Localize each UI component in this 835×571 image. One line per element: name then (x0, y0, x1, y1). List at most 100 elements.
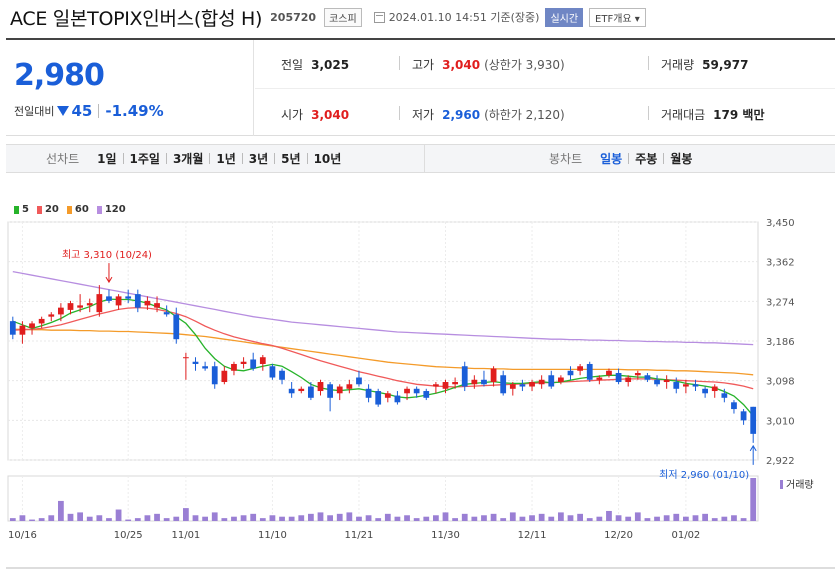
tab-3month[interactable]: 3개월 (172, 152, 204, 166)
volume-bar (625, 516, 632, 521)
candle-body (9, 321, 16, 335)
tab-1week[interactable]: 1주일 (129, 152, 160, 166)
volume-bar (384, 513, 391, 521)
tab-1year[interactable]: 1년 (216, 152, 236, 166)
volume-bar (634, 512, 641, 521)
volume-bar (558, 512, 564, 521)
volume-bar (125, 519, 132, 521)
candle-body (336, 386, 343, 394)
lower-limit: (하한가 2,120) (484, 108, 565, 122)
candle-body (38, 318, 45, 324)
candle-body (413, 388, 420, 394)
volume-bar (423, 516, 430, 521)
candle-body (269, 366, 276, 378)
x-tick-label: 01/02 (671, 530, 700, 541)
volume-bar (134, 518, 141, 521)
candle-body (154, 303, 160, 308)
tab-daily[interactable]: 일봉 (600, 152, 623, 166)
x-tick-label: 11/21 (345, 530, 374, 541)
calendar-icon (373, 11, 385, 23)
volume-bar (231, 516, 237, 521)
volume-bar (211, 512, 218, 521)
candle-body (96, 294, 103, 313)
candle-body (596, 377, 603, 380)
volume-bar (346, 512, 353, 521)
volume-bar (394, 516, 401, 521)
volume-bar (336, 513, 343, 521)
candle-body (471, 379, 478, 385)
tab-monthly[interactable]: 월봉 (670, 152, 693, 166)
volume-bar (298, 515, 305, 521)
candle-body (106, 296, 112, 301)
volume-bar (721, 516, 728, 521)
price-summary: 2,980 전일대비 45 -1.49% (6, 40, 254, 136)
x-tick-label: 11/01 (171, 530, 200, 541)
down-arrow-icon (57, 106, 70, 116)
candle-body (19, 325, 26, 335)
legend-swatch (96, 205, 102, 214)
candle-body (404, 388, 410, 394)
legend-ma60-label: 60 (74, 204, 89, 215)
candle-body (692, 384, 699, 387)
tab-5year[interactable]: 5년 (281, 152, 301, 166)
candle-body (500, 375, 507, 394)
volume-bar (269, 515, 276, 521)
volume-bar (750, 478, 757, 521)
volume-bar (106, 518, 112, 521)
y-tick-label: 3,274 (766, 297, 795, 308)
y-tick-label: 3,450 (766, 218, 795, 229)
legend-ma5-label: 5 (22, 204, 29, 215)
candle-body (529, 382, 535, 387)
divider (209, 153, 211, 164)
volume-bar (279, 516, 285, 521)
volume-bar (288, 516, 295, 521)
x-tick-label: 10/25 (114, 530, 143, 541)
volume-bar (615, 515, 622, 521)
candle-body (663, 379, 670, 383)
volume-bar (9, 518, 16, 521)
volume-bar (38, 518, 45, 521)
legend-swatch (36, 205, 42, 214)
candle-body (625, 377, 632, 383)
y-tick-label: 3,186 (766, 337, 795, 348)
volume-bar (192, 515, 199, 521)
etf-overview-dropdown[interactable]: ETF개요 ▾ (589, 7, 646, 27)
tab-3year[interactable]: 3년 (248, 152, 269, 166)
ma60-line (12, 328, 754, 376)
x-tick-label: 12/20 (604, 530, 633, 541)
candle-body (711, 386, 718, 392)
legend-ma20: 20 (36, 204, 59, 215)
volume-bar (567, 515, 574, 521)
divider (663, 153, 665, 164)
x-tick-label: 10/16 (8, 530, 37, 541)
ma-legend: 5 20 60 120 (14, 204, 134, 215)
candle-body (346, 384, 353, 389)
candle-body (67, 303, 74, 310)
candlestick-chart[interactable]: 3,450 3,362 3,274 3,186 3,098 3,010 2,922 10/16… (0, 180, 835, 571)
tab-weekly[interactable]: 주봉 (635, 152, 658, 166)
y-tick-label: 2,922 (766, 456, 795, 467)
candle-body (394, 395, 401, 403)
current-price: 2,980 (14, 58, 105, 93)
divider (122, 153, 124, 164)
volume-bar (654, 516, 660, 521)
trade-value: 179 백만 (713, 108, 765, 122)
realtime-button[interactable]: 실시간 (545, 7, 584, 27)
high-cell: 고가 3,040 (상한가 3,930) (412, 56, 565, 73)
tab-1day[interactable]: 1일 (97, 152, 117, 166)
trade-value-label: 거래대금 (661, 108, 706, 122)
prev-close-cell: 전일 3,025 (281, 56, 349, 73)
candle-body (442, 382, 449, 389)
candle-body (433, 384, 439, 387)
upper-limit: (상한가 3,930) (484, 58, 565, 72)
divider (424, 145, 425, 172)
volume-bar (683, 516, 689, 521)
candle-body (58, 307, 64, 315)
candle-body (48, 314, 55, 317)
volume-bar (308, 513, 314, 521)
volume-bar (490, 513, 497, 521)
low-cell: 저가 2,960 (하한가 2,120) (412, 106, 565, 123)
volume-bar (711, 518, 718, 521)
tab-10year[interactable]: 10년 (313, 152, 342, 166)
candle-body (558, 377, 564, 383)
